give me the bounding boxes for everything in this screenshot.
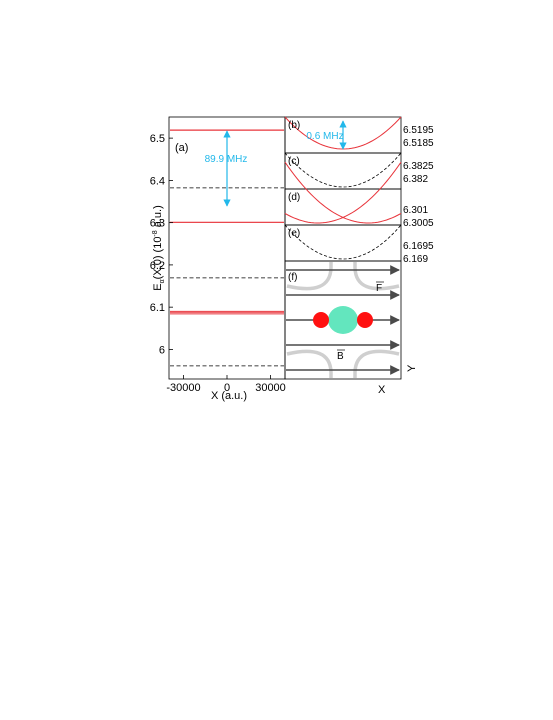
panel-d-frame: [284, 188, 402, 226]
panel-a-yticks: 6 6.1 6.2 6.3 6.4 6.5: [150, 133, 173, 356]
panel-d-red-curve-right: [284, 161, 402, 224]
panel-c-frame: [284, 152, 402, 190]
panel-a-xtick-label: 0: [224, 382, 230, 394]
panel-a: 6 6.1 6.2 6.3 6.4 6.5 -30000 0 30000 (a) X (a.u…: [150, 116, 286, 402]
panel-e-frame: [284, 224, 402, 262]
panel-a-ytick-label: 6.2: [150, 260, 165, 272]
panel-a-lines: [170, 129, 284, 367]
panel-b-ytick-top: 6.5195: [403, 125, 434, 136]
panel-a-label: (a): [175, 142, 188, 154]
panel-a-xtick-label: -30000: [166, 382, 200, 394]
panel-a-ytick-label: 6.5: [150, 133, 165, 145]
panel-d-ytick-bottom: 6.3005: [403, 218, 434, 229]
panel-a-annotation: 89.9 MHz: [205, 154, 248, 165]
panel-c-label: (c): [288, 156, 300, 167]
panel-f-schematic: (f) F B X Y: [284, 260, 418, 396]
left-ion: [313, 312, 329, 328]
panel-c-ytick-top: 6.3825: [403, 161, 434, 172]
panel-d-ytick-top: 6.301: [403, 205, 428, 216]
panel-b-ytick-bottom: 6.5185: [403, 138, 434, 149]
panel-f-label: (f): [288, 272, 297, 283]
potential-contours: [286, 262, 400, 378]
panel-e: (e) 6.1695 6.169: [284, 224, 434, 265]
panel-c-dashed-curve: [284, 152, 402, 188]
panel-b-label: (b): [288, 120, 300, 131]
panel-e-dashed-curve: [284, 224, 402, 260]
panel-a-ytick-label: 6: [159, 344, 165, 356]
central-cloud: [328, 306, 358, 334]
panel-c: (c) 6.3825 6.382: [284, 152, 434, 190]
panel-a-xtick-label: 30000: [255, 382, 286, 394]
panel-a-ylabel: Eα(X,0) (10-8 a.u.): [152, 205, 166, 291]
b-vector-label: B: [337, 351, 344, 362]
panel-b: (b) 0.6 MHz 6.5195 6.5185: [284, 116, 434, 154]
panel-c-ytick-bottom: 6.382: [403, 174, 428, 185]
panel-e-ytick-top: 6.1695: [403, 241, 434, 252]
right-ion: [357, 312, 373, 328]
panel-d-red-curve-left: [284, 161, 402, 224]
panel-e-label: (e): [288, 228, 300, 239]
panel-f-frame: [284, 260, 402, 380]
f-vector-label: F: [376, 283, 382, 294]
panel-a-xticks: -30000 0 30000: [166, 375, 286, 394]
schematic-x-label: X: [378, 384, 386, 396]
panel-a-ytick-label: 6.4: [150, 175, 165, 187]
panel-a-ytick-label: 6.1: [150, 302, 165, 314]
panel-e-ytick-bottom: 6.169: [403, 254, 428, 265]
panel-a-xlabel: X (a.u.): [211, 390, 247, 402]
panel-d: (d) 6.301 6.3005: [284, 161, 434, 229]
panel-b-annotation: 0.6 MHz: [306, 131, 343, 142]
schematic-y-label: Y: [406, 364, 418, 372]
panel-d-label: (d): [288, 192, 300, 203]
panel-a-ytick-label: 6.3: [150, 218, 165, 230]
